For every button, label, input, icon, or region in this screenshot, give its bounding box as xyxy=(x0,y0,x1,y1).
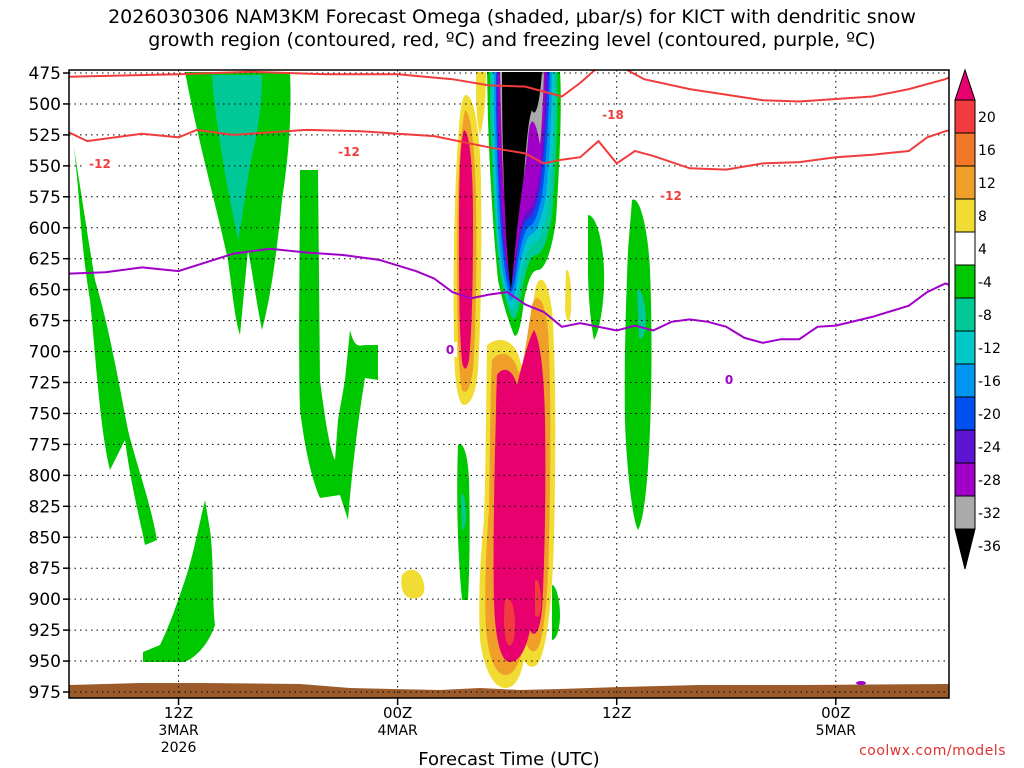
colorbar-label: -8 xyxy=(978,308,992,324)
omega-region xyxy=(69,120,157,545)
colorbar-label: -36 xyxy=(978,539,1001,555)
y-tick-label: 700 xyxy=(29,343,61,363)
colorbar-label: 20 xyxy=(978,110,996,126)
dgz-contour-lower xyxy=(69,128,949,171)
y-tick-label: 925 xyxy=(29,621,61,641)
surface-ground xyxy=(69,683,949,698)
chart-title-line-2: growth region (contoured, red, ºC) and f… xyxy=(148,29,876,51)
y-tick-label: 550 xyxy=(29,157,61,177)
chart-title-line-1: 2026030306 NAM3KM Forecast Omega (shaded… xyxy=(108,6,916,28)
colorbar-swatch xyxy=(954,462,976,497)
omega-region xyxy=(459,130,473,369)
omega-region xyxy=(504,598,515,646)
red-contour-label: -18 xyxy=(602,108,624,122)
colorbar-label: 12 xyxy=(978,176,996,192)
x-tick-date: 5MAR xyxy=(816,723,857,739)
colorbar-swatch xyxy=(954,99,976,134)
y-tick-label: 750 xyxy=(29,404,61,424)
omega-region xyxy=(476,72,486,135)
colorbar-label: 16 xyxy=(978,143,996,159)
colorbar-label: -16 xyxy=(978,374,1001,390)
purple-contour-label: 0 xyxy=(725,373,733,387)
y-tick-label: 825 xyxy=(29,497,61,517)
y-tick-label: 600 xyxy=(29,219,61,239)
y-tick-label: 775 xyxy=(29,435,61,455)
omega-region xyxy=(565,269,572,322)
contours xyxy=(69,70,949,344)
colorbar-cap-top xyxy=(954,68,976,101)
plot-frame xyxy=(68,69,950,699)
colorbar-label: 4 xyxy=(978,242,987,258)
y-tick-label: 525 xyxy=(29,126,61,146)
x-tick-label: 00Z xyxy=(821,704,850,722)
x-tick-label: 00Z xyxy=(383,704,412,722)
y-tick-label: 675 xyxy=(29,312,61,332)
x-tick-date: 4MAR xyxy=(377,723,418,739)
omega-region xyxy=(401,569,425,599)
colorbar-label: -12 xyxy=(978,341,1001,357)
y-tick-label: 900 xyxy=(29,590,61,610)
x-tick-date: 3MAR xyxy=(158,723,199,739)
colorbar-label: -32 xyxy=(978,506,1001,522)
omega-region xyxy=(299,170,378,520)
colorbar-swatch xyxy=(954,297,976,332)
x-tick-year: 2026 xyxy=(161,740,197,756)
colorbar-swatch xyxy=(954,495,976,530)
credit-text: coolwx.com/models xyxy=(859,743,1006,759)
colorbar-label: -24 xyxy=(978,440,1001,456)
colorbar-label: 8 xyxy=(978,209,987,225)
colorbar-swatch xyxy=(954,396,976,431)
y-tick-label: 975 xyxy=(29,683,61,703)
omega-region xyxy=(535,579,541,617)
freezing-level-fragment xyxy=(856,681,866,685)
omega-region xyxy=(502,72,542,290)
y-tick-label: 800 xyxy=(29,466,61,486)
y-tick-label: 500 xyxy=(29,95,61,115)
colorbar-label: -20 xyxy=(978,407,1001,423)
y-tick-label: 850 xyxy=(29,528,61,548)
contour-labels: -12 -12 -18 -12 0 0 xyxy=(84,107,736,387)
colorbar-swatch xyxy=(954,198,976,233)
red-contour-label: -12 xyxy=(338,145,360,159)
grid-lines xyxy=(69,70,949,698)
x-tick-label: 12Z xyxy=(602,704,631,722)
omega-region xyxy=(624,199,652,530)
y-tick-label: 875 xyxy=(29,559,61,579)
chart-title: 2026030306 NAM3KM Forecast Omega (shaded… xyxy=(0,6,1024,52)
red-contour-label: -12 xyxy=(660,189,682,203)
colorbar-label: -28 xyxy=(978,473,1001,489)
omega-region xyxy=(212,75,262,240)
colorbar-swatch xyxy=(954,429,976,464)
omega-region xyxy=(143,500,215,662)
omega-region xyxy=(461,493,466,530)
y-tick-label: 625 xyxy=(29,250,61,270)
freezing-level-contour xyxy=(69,247,949,344)
omega-shading xyxy=(69,72,949,698)
colorbar-label: -4 xyxy=(978,275,992,291)
colorbar-swatch xyxy=(954,330,976,365)
red-contour-label: -12 xyxy=(89,157,111,171)
omega-region xyxy=(588,215,605,340)
colorbar-swatch xyxy=(954,165,976,200)
colorbar-swatch xyxy=(954,363,976,398)
colorbar: 20 16 12 8 4 -4 -8 -12 -16 -20 -24 -28 -32 -36 xyxy=(954,68,1001,570)
colorbar-cap-bottom xyxy=(954,528,976,570)
y-tick-label: 575 xyxy=(29,188,61,208)
x-axis-title: Forecast Time (UTC) xyxy=(418,749,599,768)
purple-contour-label: 0 xyxy=(446,343,454,357)
y-tick-label: 475 xyxy=(29,64,61,84)
x-tick-label: 12Z xyxy=(164,704,193,722)
y-tick-label: 725 xyxy=(29,374,61,394)
colorbar-swatch xyxy=(954,231,976,266)
y-axis: 475 500 525 550 575 600 625 650 675 700 725 750 775 8… xyxy=(29,64,69,703)
y-tick-label: 950 xyxy=(29,652,61,672)
colorbar-swatch xyxy=(954,264,976,299)
colorbar-swatch xyxy=(954,132,976,167)
dgz-contour-upper xyxy=(69,70,949,103)
y-tick-label: 650 xyxy=(29,281,61,301)
